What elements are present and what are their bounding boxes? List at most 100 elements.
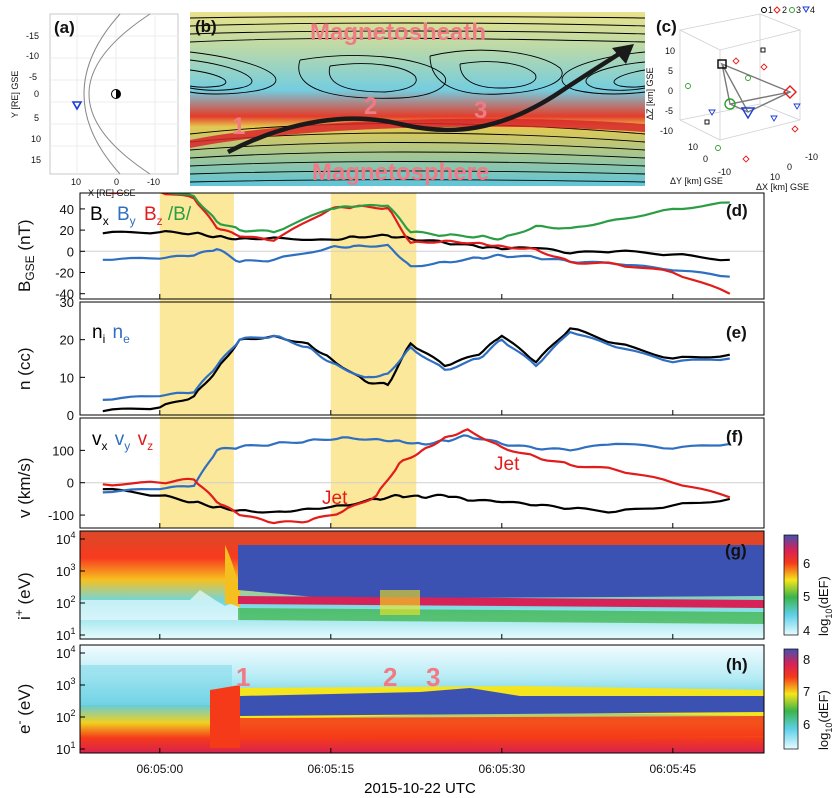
- panel-d: -40 -20 0 20 40 (d) Bx By Bz /B/ BGSE (nT): [15, 192, 765, 302]
- spec-y-tick-label: 102: [56, 594, 75, 611]
- panel-f-lines: [102, 428, 731, 525]
- panel-h: (h) 1 2 3 101 102 103 104 e- (eV) 8 7 6 log…: [12, 644, 833, 757]
- svg-text:8: 8: [803, 652, 810, 667]
- y-tick-label: -40: [55, 287, 74, 302]
- panel-a-yticks: -15 -10 -5 0 5 10 15: [26, 31, 41, 165]
- svg-text:0: 0: [787, 162, 792, 172]
- svg-text:7: 7: [803, 684, 810, 699]
- svg-text:10: 10: [31, 134, 41, 144]
- electron-dense-band: [240, 688, 764, 716]
- jet-label-1: Jet: [322, 488, 348, 509]
- panel-c-projections: [685, 47, 801, 163]
- panel-a-label: (a): [54, 18, 75, 37]
- panel-e-ylabel: n (cc): [15, 348, 34, 391]
- panel-e-label: (e): [726, 323, 747, 342]
- panel-c: 1 2 3 4 (c) 10 5 0 -5 -10 ΔZ [km] GSE 10…: [645, 5, 818, 192]
- spec-y-tick-label: 102: [56, 708, 75, 725]
- svg-text:10: 10: [770, 172, 780, 182]
- sc2-marker-icon: [783, 85, 797, 99]
- tetrahedron: [720, 62, 792, 113]
- spacecraft-marker-icon: [71, 101, 83, 111]
- panel-g: (g) 101 102 103 104 i+ (eV) 6 5 4 log10(dEF…: [12, 530, 833, 643]
- highlight-intervals: [159, 193, 417, 528]
- svg-text:5: 5: [34, 113, 39, 123]
- panel-c-zlabel: ΔZ [km] GSE: [645, 67, 655, 120]
- panel-g-label: (g): [725, 541, 747, 560]
- svg-text:4: 4: [803, 623, 810, 638]
- panel-c-box: [678, 13, 802, 141]
- svg-text:6: 6: [803, 556, 810, 571]
- y-tick-label: 20: [60, 223, 74, 238]
- y-tick-label: 10: [60, 370, 74, 385]
- electron-colorbar-ticks: 8 7 6: [803, 652, 810, 732]
- electron-crossing-2: 2: [383, 662, 397, 692]
- panel-f: -100 0 100 (f) vx vy vz Jet Jet v (km/s): [15, 417, 765, 529]
- series-v_x-line: [102, 487, 731, 514]
- crossing-2-label: 2: [364, 93, 377, 120]
- panel-d-ylabel: BGSE (nT): [15, 219, 37, 292]
- panel-c-xticks: -10 0 10: [770, 152, 818, 182]
- highlight-interval-2: [330, 193, 417, 528]
- svg-text:6: 6: [803, 717, 810, 732]
- ion-colorbar-ticks: 6 5 4: [803, 556, 810, 638]
- svg-text:-10: -10: [805, 152, 818, 162]
- svg-text:1: 1: [768, 5, 773, 15]
- panel-c-yticks: 10 0 -10: [688, 142, 731, 177]
- y-tick-label: 0: [67, 408, 74, 423]
- panel-a-grid: [50, 14, 178, 174]
- electron-cool-patch: [80, 665, 232, 705]
- panel-a: (a) -15 -10 -5 0 5 10 15 10 0 -10 X [RE]…: [10, 13, 179, 198]
- spec-y-tick-label: 101: [56, 626, 75, 643]
- panel-d-legend: Bx By Bz /B/: [90, 204, 192, 230]
- ion-green-band: [238, 608, 764, 624]
- crossing-3-label: 3: [474, 97, 487, 124]
- panel-f-yticks: -100 0 100: [48, 443, 85, 523]
- svg-text:5: 5: [803, 589, 810, 604]
- trajectory-arrow-head-icon: [612, 44, 634, 64]
- panel-f-label: (f): [726, 427, 743, 446]
- time-axis-ticks: 06:05:00 06:05:15 06:05:30 06:05:45: [136, 294, 696, 776]
- electron-transition: [210, 685, 240, 748]
- panel-h-frame: [79, 644, 765, 754]
- series-v_z-line: [102, 428, 731, 525]
- ion-colorbar-label: log10(dEF): [816, 576, 833, 636]
- electron-crossing-1: 1: [236, 662, 250, 692]
- svg-text:-10: -10: [26, 51, 39, 61]
- jet-label-2: Jet: [494, 454, 520, 475]
- y-tick-label: 0: [67, 244, 74, 259]
- panel-h-label: (h): [726, 655, 748, 674]
- y-tick-label: 40: [60, 202, 74, 217]
- magnetosheath-label: Magnetosheath: [310, 19, 486, 46]
- y-tick-label: 20: [60, 333, 74, 348]
- y-tick-label: 30: [60, 295, 74, 310]
- series-n_i-line: [102, 327, 731, 413]
- panel-e: 0 10 20 30 (e) ni ne n (cc): [15, 295, 765, 423]
- y-tick-label: 0: [67, 476, 74, 491]
- x-tick-label: 06:05:30: [478, 762, 525, 776]
- svg-text:3: 3: [796, 5, 801, 15]
- panel-f-legend: vx vy vz: [92, 429, 153, 455]
- panel-c-legend: 1 2 3 4: [761, 5, 815, 15]
- panel-e-legend: ni ne: [92, 322, 130, 348]
- series-/B/-line: [165, 193, 730, 241]
- panel-d-lines: [102, 193, 731, 295]
- electron-crossing-3: 3: [426, 662, 440, 692]
- panel-g-yticks: 101 102 103 104: [56, 530, 85, 643]
- panel-e-yticks: 0 10 20 30: [60, 295, 85, 423]
- y-tick-label: -100: [48, 508, 74, 523]
- crossing-1-label: 1: [232, 113, 245, 140]
- svg-text:-5: -5: [29, 72, 37, 82]
- svg-text:-15: -15: [26, 31, 39, 41]
- panel-c-zticks: 10 5 0 -5 -10: [660, 46, 675, 136]
- panel-e-lines: [102, 327, 731, 413]
- svg-text:-10: -10: [660, 126, 673, 136]
- panel-b-label: (b): [195, 17, 217, 36]
- panel-c-label: (c): [656, 17, 677, 36]
- svg-text:10: 10: [688, 142, 698, 152]
- series-n_e-line: [102, 330, 730, 401]
- sc3-marker-icon: [724, 98, 736, 110]
- svg-text:-10: -10: [147, 177, 160, 187]
- panel-f-frame: [79, 417, 765, 529]
- panel-a-xticks: 10 0 -10: [71, 177, 160, 187]
- spec-y-tick-label: 103: [56, 562, 75, 579]
